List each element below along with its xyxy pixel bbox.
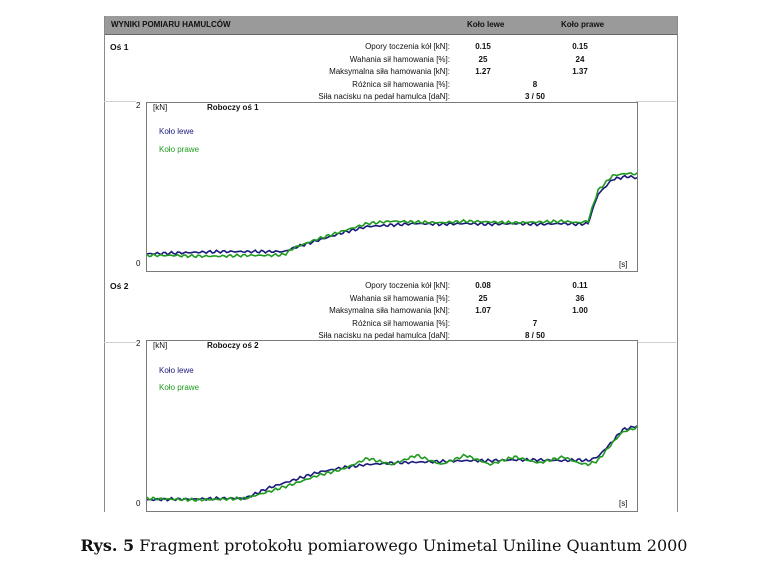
measurement-label: Maksymalna siła hamowania [kN]: — [329, 67, 450, 76]
series-line-right-wheel — [147, 425, 637, 503]
chart-title: Roboczy oś 1 — [207, 103, 259, 112]
results-header: WYNIKI POMIARU HAMULCÓW Koło lewe Koło p… — [105, 16, 677, 35]
legend-right-wheel: Koło prawe — [159, 383, 200, 392]
measurement-label: Siła nacisku na pedał hamulca [daN]: — [318, 331, 450, 340]
separator — [104, 101, 136, 102]
right-wheel-value: 0.15 — [572, 42, 588, 51]
measurement-label: Opory toczenia kół [kN]: — [365, 42, 450, 51]
legend-right-wheel: Koło prawe — [159, 145, 200, 154]
combined-value: 8 — [532, 79, 538, 89]
left-wheel-value: 1.27 — [475, 67, 491, 76]
axle1-label: Oś 1 — [110, 42, 129, 52]
caption-text: Fragment protokołu pomiarowego Unimetal … — [139, 536, 688, 555]
measurement-label: Wahania sił hamowania [%]: — [349, 293, 450, 303]
axle2-label: Oś 2 — [110, 281, 129, 291]
legend-left-wheel: Koło lewe — [159, 366, 194, 375]
separator — [636, 342, 676, 343]
left-wheel-value: 25 — [478, 293, 488, 303]
measurement-label: Siła nacisku na pedał hamulca [daN]: — [318, 92, 450, 101]
left-wheel-value: 0.15 — [475, 42, 491, 51]
brake-force-chart-axle1: [kN] Roboczy oś 1 Koło lewe Koło prawe [… — [146, 102, 638, 272]
left-wheel-value: 0.08 — [475, 281, 491, 290]
series-line-right-wheel — [147, 171, 637, 259]
measurement-label: Różnica sił hamowania [%]: — [352, 318, 450, 328]
right-wheel-value: 36 — [575, 293, 585, 303]
y-axis-label: [kN] — [153, 103, 168, 112]
y-tick-min: 0 — [136, 499, 141, 508]
left-wheel-value: 1.07 — [475, 306, 491, 315]
left-wheel-value: 25 — [478, 54, 488, 64]
brake-force-chart-axle2: [kN] Roboczy oś 2 Koło lewe Koło prawe [… — [146, 340, 638, 512]
results-title: WYNIKI POMIARU HAMULCÓW — [111, 20, 231, 29]
x-axis-label: [s] — [619, 499, 628, 508]
separator — [104, 342, 136, 343]
right-wheel-value: 0.11 — [572, 281, 588, 290]
chart-title: Roboczy oś 2 — [207, 341, 259, 350]
measurement-label: Maksymalna siła hamowania [kN]: — [329, 306, 450, 315]
chart-plot-area — [147, 171, 637, 259]
measurement-label: Różnica sił hamowania [%]: — [352, 79, 450, 89]
combined-value: 8 / 50 — [524, 331, 545, 340]
y-axis-label: [kN] — [153, 341, 168, 350]
chart-plot-area — [147, 425, 637, 503]
col-left-header: Koło lewe — [467, 20, 505, 29]
caption-label: Rys. 5 — [80, 536, 135, 555]
x-axis-label: [s] — [619, 260, 628, 269]
combined-value: 7 — [532, 318, 538, 328]
separator — [636, 101, 676, 102]
y-tick-min: 0 — [136, 259, 141, 268]
right-wheel-value: 1.00 — [572, 306, 588, 315]
right-wheel-value: 1.37 — [572, 67, 588, 76]
figure-caption: Rys. 5 Fragment protokołu pomiarowego Un… — [0, 536, 768, 555]
series-line-left-wheel — [147, 425, 637, 502]
measurement-label: Opory toczenia kół [kN]: — [365, 281, 450, 290]
right-wheel-value: 24 — [575, 54, 585, 64]
y-tick-max: 2 — [136, 101, 141, 110]
col-right-header: Koło prawe — [561, 20, 605, 29]
measurement-label: Wahania sił hamowania [%]: — [349, 54, 450, 64]
series-line-left-wheel — [147, 174, 637, 256]
legend-left-wheel: Koło lewe — [159, 127, 194, 136]
protocol-document: WYNIKI POMIARU HAMULCÓW Koło lewe Koło p… — [104, 16, 678, 512]
combined-value: 3 / 50 — [524, 92, 545, 101]
y-tick-max: 2 — [136, 339, 141, 348]
